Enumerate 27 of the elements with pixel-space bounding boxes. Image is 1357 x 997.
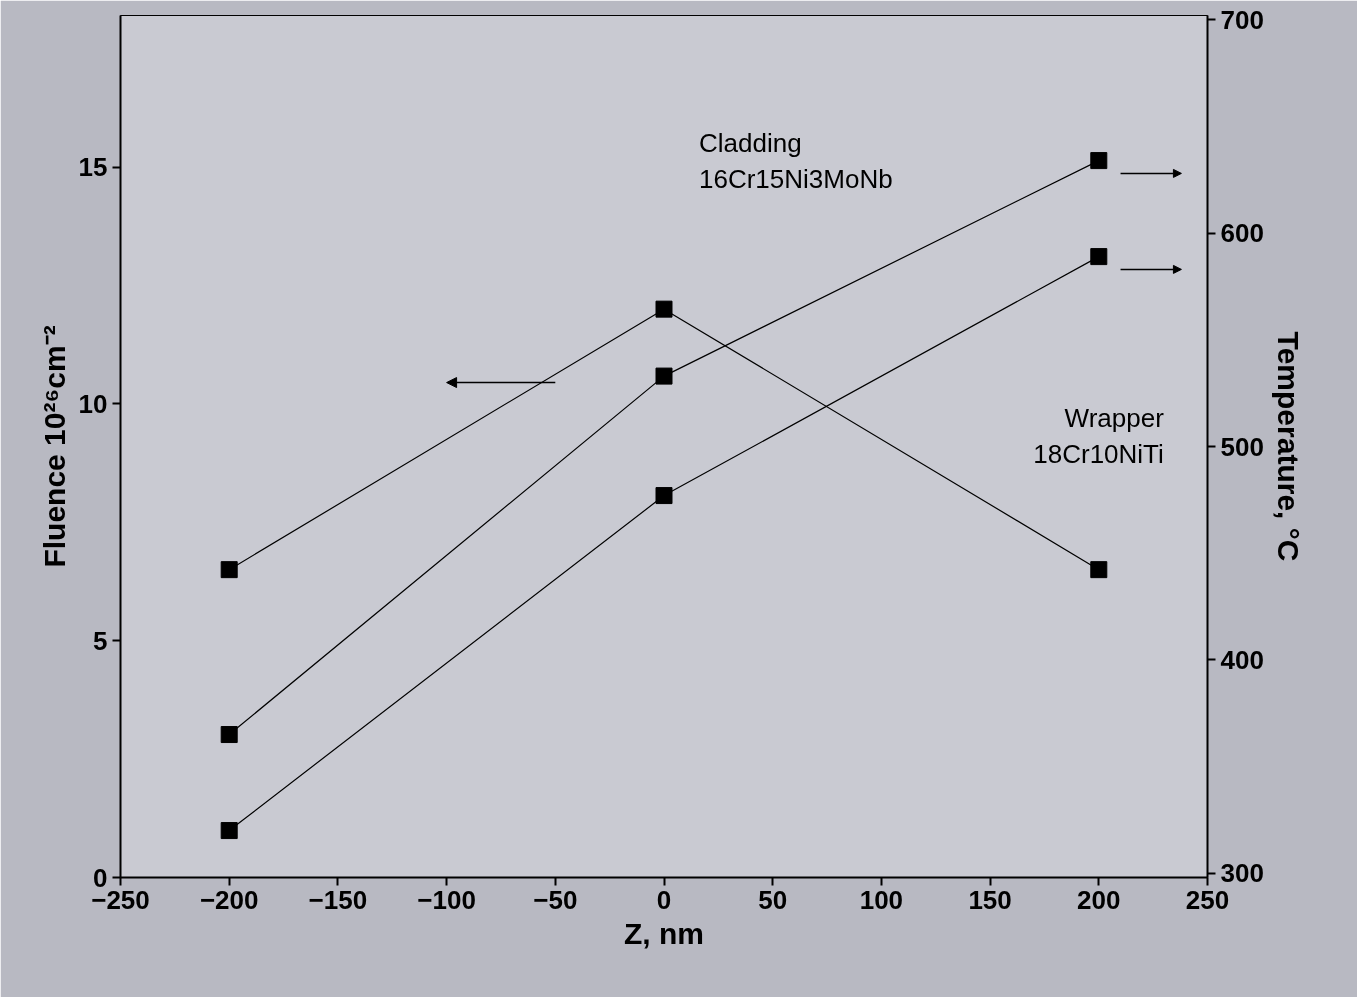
- x-tick-label: 0: [656, 884, 672, 915]
- point: [220, 726, 238, 744]
- x-tick-label: −100: [417, 884, 476, 915]
- x-tick-label: 100: [859, 884, 904, 915]
- x-axis-title: Z, nm: [624, 916, 704, 950]
- annotation: Cladding 16Cr15Ni3MoNb: [699, 127, 893, 194]
- y-tick-label: 15: [78, 152, 108, 183]
- y2-tick-label: 400: [1220, 644, 1264, 675]
- point: [220, 822, 238, 840]
- point: [655, 487, 673, 505]
- x-tick-label: 200: [1077, 884, 1121, 915]
- x-tick-label: −50: [533, 884, 578, 915]
- x-tick-label: 150: [968, 884, 1012, 915]
- x-tick-label: 50: [758, 884, 788, 915]
- y2-tick-label: 500: [1220, 431, 1264, 462]
- x-tick-label: −200: [199, 884, 259, 915]
- y-tick-label: 10: [78, 388, 108, 419]
- y-axis-title: Fluence 10²⁶cm⁻²: [37, 325, 71, 568]
- point: [1090, 248, 1108, 266]
- annotation: Wrapper 18Cr10NiTi: [1033, 403, 1165, 470]
- point: [655, 367, 673, 385]
- y2-tick-label: 700: [1220, 4, 1264, 35]
- y-tick-label: 5: [93, 625, 108, 656]
- y2-tick-label: 600: [1220, 218, 1264, 249]
- point: [1090, 152, 1108, 170]
- y2-axis-title: Temperature, °C: [1271, 331, 1305, 562]
- x-tick-label: −150: [308, 884, 368, 915]
